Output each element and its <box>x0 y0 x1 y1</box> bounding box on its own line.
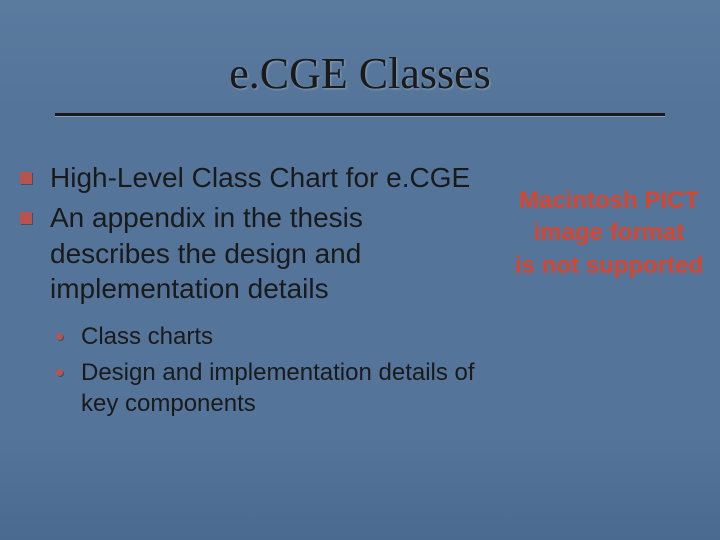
sub-bullet-list: Class charts Design and implementation d… <box>56 321 700 419</box>
sub-bullet-text: Design and implementation details of key… <box>81 357 511 419</box>
title-divider <box>55 113 665 116</box>
sub-bullet-text: Class charts <box>81 321 213 352</box>
square-bullet-icon <box>20 212 32 224</box>
square-bullet-icon <box>20 172 32 184</box>
main-bullet-text: An appendix in the thesis describes the … <box>50 200 480 307</box>
dot-bullet-icon <box>56 369 63 376</box>
pict-line: image format <box>510 217 708 249</box>
dot-bullet-icon <box>56 333 63 340</box>
pict-line: Macintosh PICT <box>510 185 708 217</box>
slide-title: e.CGE Classes <box>0 48 720 99</box>
title-area: e.CGE Classes <box>0 0 720 116</box>
list-item: Design and implementation details of key… <box>56 357 700 419</box>
list-item: Class charts <box>56 321 700 352</box>
main-bullet-text: High-Level Class Chart for e.CGE <box>50 160 470 196</box>
pict-line: is not supported <box>510 250 708 282</box>
pict-placeholder: Macintosh PICT image format is not suppo… <box>510 185 708 282</box>
